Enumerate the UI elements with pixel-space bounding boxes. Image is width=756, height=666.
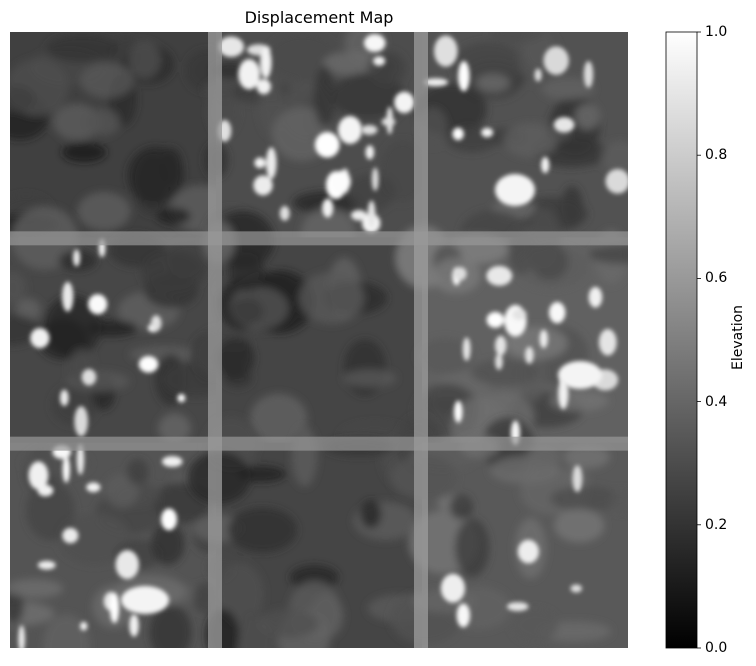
colorbar-tick-label: 0.4	[705, 395, 727, 409]
colorbar-tick-label: 0.0	[705, 641, 727, 655]
tile-seam	[414, 32, 428, 648]
colorbar-tick-label: 0.6	[705, 271, 727, 285]
colorbar-tick-label: 0.8	[705, 148, 727, 162]
tile-seam	[10, 231, 628, 245]
colorbar-tick-label: 0.2	[705, 518, 727, 532]
tile-seam	[208, 32, 222, 648]
colorbar-tick-label: 1.0	[705, 25, 727, 39]
tile-seam	[10, 437, 628, 451]
colorbar-label: Elevation	[730, 310, 746, 370]
colorbar	[666, 32, 697, 648]
